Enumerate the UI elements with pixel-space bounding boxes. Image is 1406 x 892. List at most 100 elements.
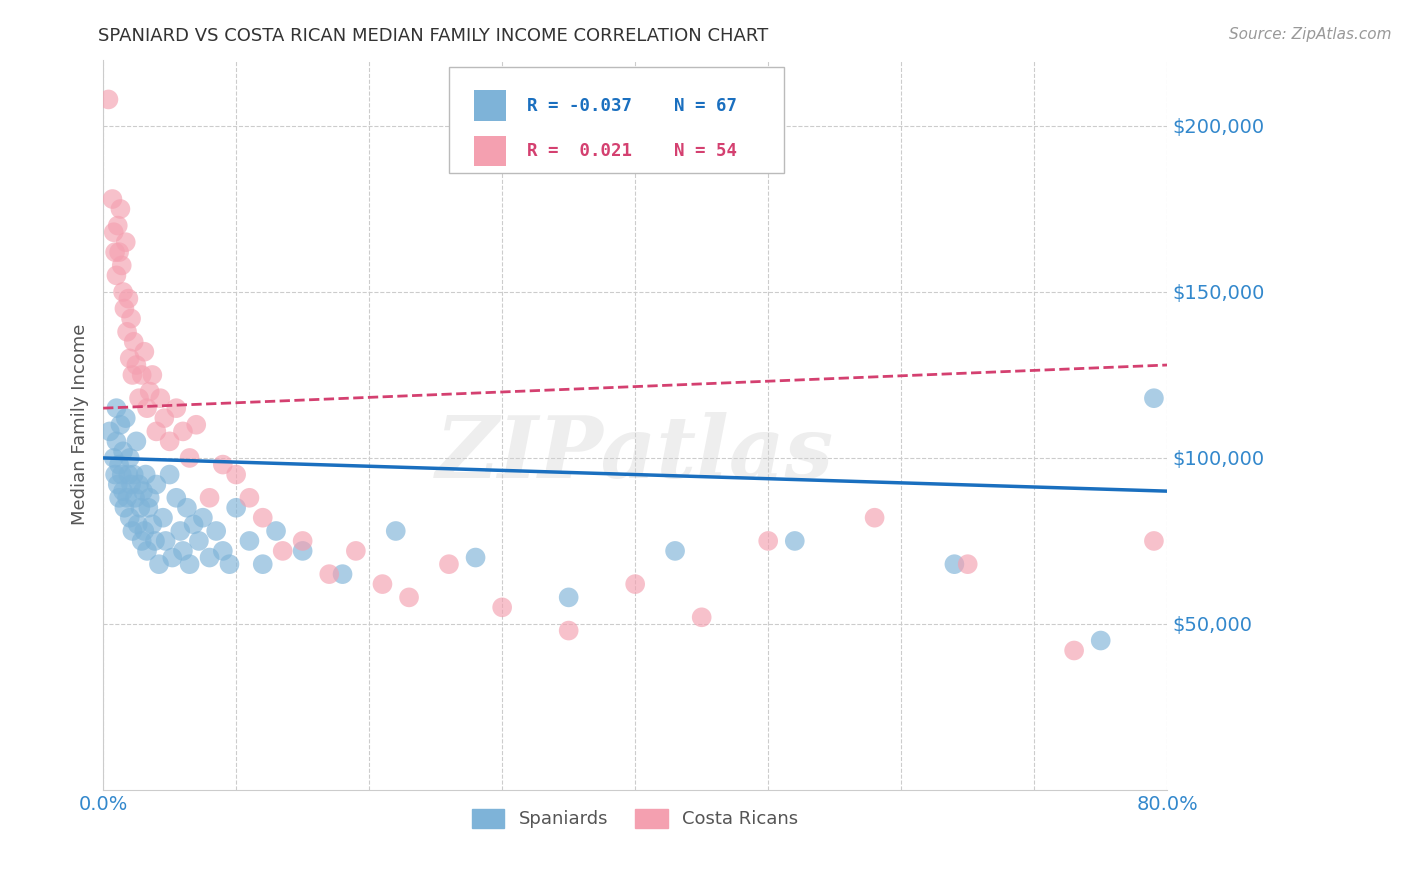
Point	[122, 334, 145, 349]
Point	[111, 467, 134, 482]
Point	[136, 401, 159, 416]
Point	[172, 425, 194, 439]
Point	[1063, 643, 1085, 657]
Text: R = -0.037    N = 67: R = -0.037 N = 67	[527, 96, 737, 114]
Point	[138, 491, 160, 505]
Point	[165, 401, 187, 416]
Point	[491, 600, 513, 615]
Point	[125, 434, 148, 449]
Point	[128, 391, 150, 405]
Point	[191, 510, 214, 524]
Point	[186, 417, 208, 432]
Point	[437, 557, 460, 571]
Point	[155, 533, 177, 548]
Point	[145, 425, 167, 439]
Point	[115, 325, 138, 339]
Point	[169, 524, 191, 538]
Point	[118, 510, 141, 524]
Point	[159, 434, 181, 449]
Point	[112, 484, 135, 499]
Point	[108, 458, 131, 472]
Point	[690, 610, 713, 624]
Point	[238, 533, 260, 548]
FancyBboxPatch shape	[449, 67, 785, 173]
Point	[115, 491, 138, 505]
Point	[291, 544, 314, 558]
Point	[125, 358, 148, 372]
Point	[98, 425, 121, 439]
Text: SPANIARD VS COSTA RICAN MEDIAN FAMILY INCOME CORRELATION CHART: SPANIARD VS COSTA RICAN MEDIAN FAMILY IN…	[98, 27, 769, 45]
Point	[134, 524, 156, 538]
Point	[863, 510, 886, 524]
Point	[121, 368, 143, 382]
Point	[104, 467, 127, 482]
Point	[664, 544, 686, 558]
Point	[145, 477, 167, 491]
FancyBboxPatch shape	[474, 136, 506, 166]
Point	[112, 444, 135, 458]
Point	[187, 533, 209, 548]
Point	[179, 557, 201, 571]
Point	[120, 311, 142, 326]
Point	[135, 467, 157, 482]
Point	[132, 484, 155, 499]
Point	[134, 344, 156, 359]
Point	[153, 411, 176, 425]
Point	[122, 467, 145, 482]
Point	[103, 450, 125, 465]
Point	[176, 500, 198, 515]
Point	[162, 550, 184, 565]
Point	[143, 533, 166, 548]
Point	[464, 550, 486, 565]
Point	[271, 544, 294, 558]
Point	[112, 500, 135, 515]
Point	[114, 235, 136, 250]
Point	[252, 510, 274, 524]
Point	[172, 544, 194, 558]
Point	[107, 477, 129, 491]
Point	[205, 524, 228, 538]
Point	[129, 500, 152, 515]
Point	[117, 292, 139, 306]
Point	[198, 550, 221, 565]
Point	[131, 368, 153, 382]
Point	[120, 477, 142, 491]
Point	[105, 268, 128, 283]
Point	[118, 450, 141, 465]
Point	[756, 533, 779, 548]
Point	[225, 500, 247, 515]
Point	[149, 391, 172, 405]
Point	[114, 411, 136, 425]
Text: R =  0.021    N = 54: R = 0.021 N = 54	[527, 142, 737, 160]
Point	[332, 567, 354, 582]
Point	[183, 517, 205, 532]
Text: Source: ZipAtlas.com: Source: ZipAtlas.com	[1229, 27, 1392, 42]
Point	[211, 544, 233, 558]
Point	[152, 510, 174, 524]
Point	[112, 285, 135, 299]
Point	[371, 577, 394, 591]
Point	[118, 351, 141, 366]
Point	[159, 467, 181, 482]
Point	[127, 517, 149, 532]
Legend: Spaniards, Costa Ricans: Spaniards, Costa Ricans	[464, 802, 806, 836]
Point	[124, 491, 146, 505]
Point	[136, 544, 159, 558]
Point	[956, 557, 979, 571]
Point	[141, 368, 163, 382]
Point	[783, 533, 806, 548]
Point	[1143, 533, 1166, 548]
Point	[238, 491, 260, 505]
Point	[141, 517, 163, 532]
Point	[128, 477, 150, 491]
Point	[117, 467, 139, 482]
Point	[131, 533, 153, 548]
Point	[110, 417, 132, 432]
Point	[218, 557, 240, 571]
Point	[291, 533, 314, 548]
Point	[108, 245, 131, 260]
Point	[624, 577, 647, 591]
FancyBboxPatch shape	[474, 90, 506, 121]
Point	[105, 434, 128, 449]
Point	[557, 624, 579, 638]
